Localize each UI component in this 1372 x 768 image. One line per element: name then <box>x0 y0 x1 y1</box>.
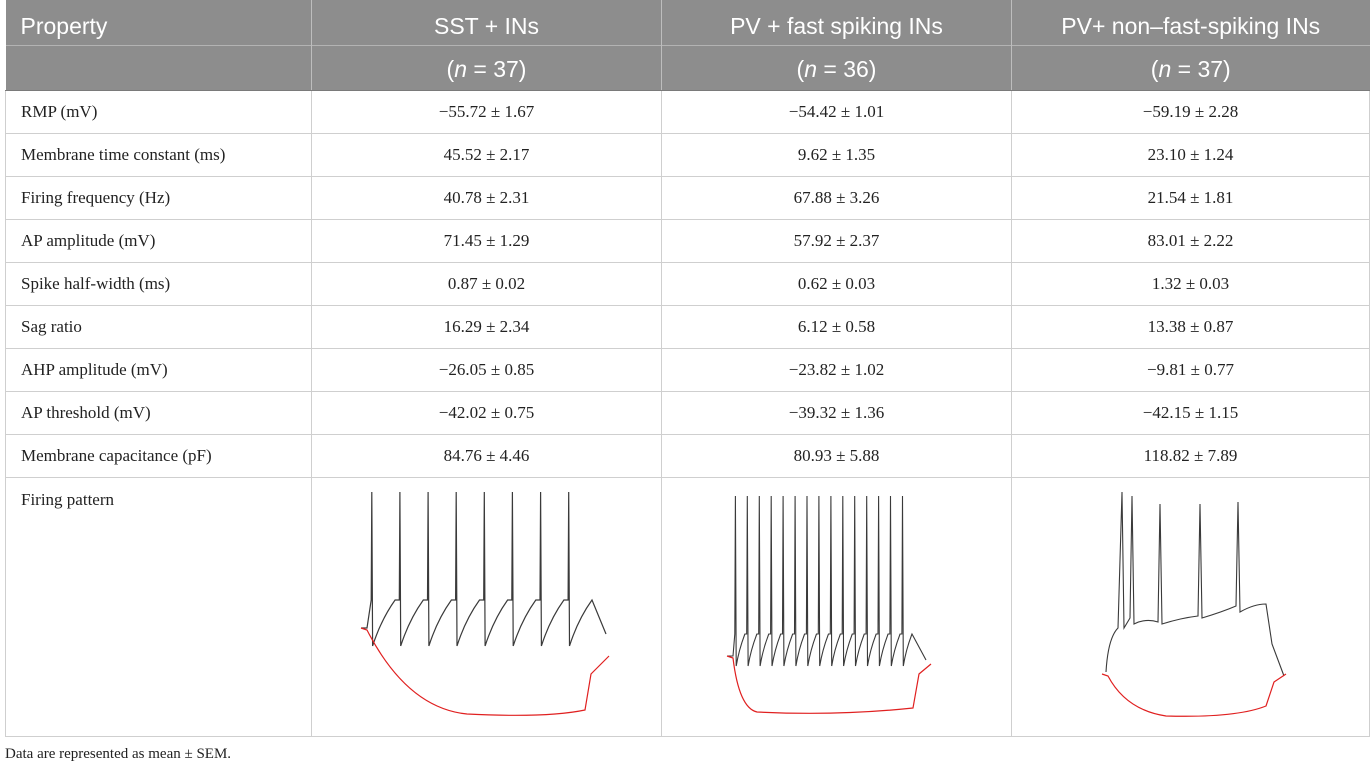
cell-value: 71.45 ± 1.29 <box>311 219 662 263</box>
table-row: Sag ratio 16.29 ± 2.34 6.12 ± 0.58 13.38… <box>5 305 1370 349</box>
cell-value: −54.42 ± 1.01 <box>661 90 1012 134</box>
table-row: AP amplitude (mV) 71.45 ± 1.29 57.92 ± 2… <box>5 219 1370 263</box>
cell-value: −59.19 ± 2.28 <box>1011 90 1370 134</box>
firing-pattern-row: Firing pattern <box>5 477 1370 737</box>
cell-value: 6.12 ± 0.58 <box>661 305 1012 349</box>
header-group-pv-fast: PV + fast spiking INs (n = 36) <box>661 0 1012 91</box>
row-property: Spike half-width (ms) <box>5 262 312 306</box>
cell-value: 45.52 ± 2.17 <box>311 133 662 177</box>
cell-value: 9.62 ± 1.35 <box>661 133 1012 177</box>
header-group-sst: SST + INs (n = 37) <box>311 0 662 91</box>
group-n: (n = 37) <box>446 56 527 82</box>
firing-trace-pv-fast-image <box>726 495 931 714</box>
firing-trace-sst-image <box>360 491 609 716</box>
trace-depolarizing <box>726 495 926 667</box>
table-row: AHP amplitude (mV) −26.05 ± 0.85 −23.82 … <box>5 348 1370 392</box>
trace-depolarizing <box>1104 491 1285 677</box>
cell-value: 1.32 ± 0.03 <box>1011 262 1370 306</box>
table-row: Spike half-width (ms) 0.87 ± 0.02 0.62 ±… <box>5 262 1370 306</box>
cell-value: −23.82 ± 1.02 <box>661 348 1012 392</box>
trace-hyperpolarizing <box>360 627 609 716</box>
firing-trace-cell-pv-nonfast <box>1011 477 1370 737</box>
table-row: Membrane capacitance (pF) 84.76 ± 4.46 8… <box>5 434 1370 478</box>
table-row: AP threshold (mV) −42.02 ± 0.75 −39.32 ±… <box>5 391 1370 435</box>
cell-value: 84.76 ± 4.46 <box>311 434 662 478</box>
group-n: (n = 37) <box>1150 56 1231 82</box>
table-row: RMP (mV) −55.72 ± 1.67 −54.42 ± 1.01 −59… <box>5 90 1370 134</box>
cell-value: −9.81 ± 0.77 <box>1011 348 1370 392</box>
footnote: Data are represented as mean ± SEM. <box>5 746 232 762</box>
row-property: Membrane capacitance (pF) <box>5 434 312 478</box>
cell-value: −42.15 ± 1.15 <box>1011 391 1370 435</box>
cell-value: 80.93 ± 5.88 <box>661 434 1012 478</box>
trace-hyperpolarizing <box>1101 673 1286 717</box>
cell-value: 13.38 ± 0.87 <box>1011 305 1370 349</box>
cell-value: 83.01 ± 2.22 <box>1011 219 1370 263</box>
cell-value: −42.02 ± 0.75 <box>311 391 662 435</box>
firing-trace-pv-nonfast-image <box>1101 491 1286 717</box>
row-property: AP threshold (mV) <box>5 391 312 435</box>
group-name: SST + INs <box>433 13 540 39</box>
row-property: Firing pattern <box>5 477 312 737</box>
table-row: Membrane time constant (ms) 45.52 ± 2.17… <box>5 133 1370 177</box>
cell-value: 118.82 ± 7.89 <box>1011 434 1370 478</box>
row-property: RMP (mV) <box>5 90 312 134</box>
cell-value: 21.54 ± 1.81 <box>1011 176 1370 220</box>
cell-value: −55.72 ± 1.67 <box>311 90 662 134</box>
table-row: Firing frequency (Hz) 40.78 ± 2.31 67.88… <box>5 176 1370 220</box>
table-container: Property SST + INs (n = 37) PV + fast sp… <box>5 0 1370 737</box>
header-property: Property <box>5 0 312 91</box>
firing-trace-cell-sst <box>311 477 662 737</box>
cell-value: 23.10 ± 1.24 <box>1011 133 1370 177</box>
row-property: Firing frequency (Hz) <box>5 176 312 220</box>
row-property: Membrane time constant (ms) <box>5 133 312 177</box>
firing-trace-cell-pv-fast <box>661 477 1012 737</box>
cell-value: 57.92 ± 2.37 <box>661 219 1012 263</box>
row-property: AHP amplitude (mV) <box>5 348 312 392</box>
cell-value: −39.32 ± 1.36 <box>661 391 1012 435</box>
header-row: Property SST + INs (n = 37) PV + fast sp… <box>5 0 1370 91</box>
cell-value: 0.87 ± 0.02 <box>311 262 662 306</box>
row-property: AP amplitude (mV) <box>5 219 312 263</box>
group-name: PV + fast spiking INs <box>730 13 943 39</box>
cell-value: −26.05 ± 0.85 <box>311 348 662 392</box>
properties-table: Property SST + INs (n = 37) PV + fast sp… <box>5 0 1370 737</box>
cell-value: 67.88 ± 3.26 <box>661 176 1012 220</box>
header-group-pv-nonfast: PV+ non–fast-spiking INs (n = 37) <box>1011 0 1370 91</box>
cell-value: 16.29 ± 2.34 <box>311 305 662 349</box>
row-property: Sag ratio <box>5 305 312 349</box>
group-n: (n = 36) <box>796 56 877 82</box>
cell-value: 40.78 ± 2.31 <box>311 176 662 220</box>
cell-value: 0.62 ± 0.03 <box>661 262 1012 306</box>
trace-depolarizing <box>360 491 607 647</box>
group-name: PV+ non–fast-spiking INs <box>1061 13 1321 39</box>
trace-hyperpolarizing <box>726 655 931 714</box>
